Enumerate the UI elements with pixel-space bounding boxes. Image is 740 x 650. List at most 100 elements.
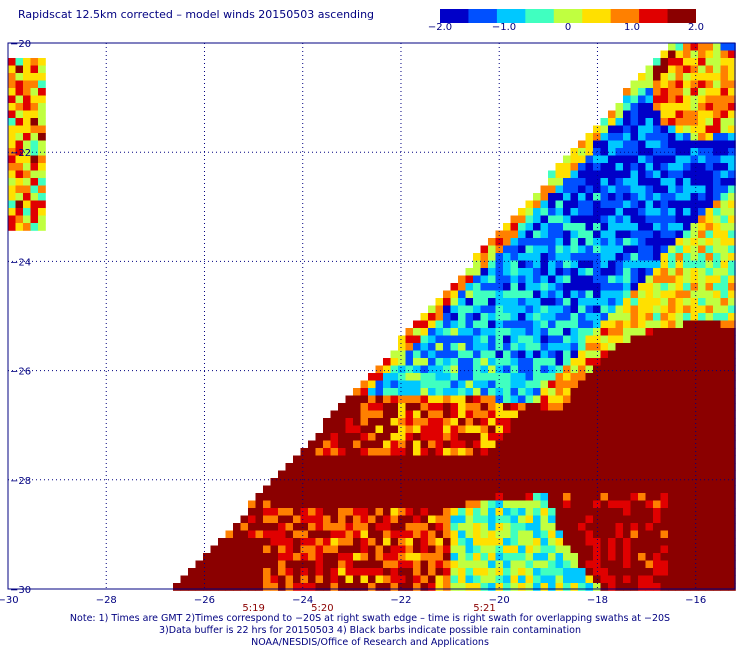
wind-cell bbox=[578, 350, 586, 359]
wind-cell bbox=[668, 433, 676, 441]
wind-cell bbox=[645, 425, 654, 434]
wind-cell bbox=[525, 358, 534, 366]
wind-cell bbox=[600, 448, 609, 456]
wind-cell bbox=[713, 500, 721, 509]
wind-cell bbox=[578, 298, 586, 306]
colorbar-segment bbox=[639, 9, 669, 23]
wind-cell bbox=[323, 583, 331, 591]
wind-cell bbox=[525, 260, 534, 269]
wind-cell bbox=[675, 43, 684, 51]
wind-cell bbox=[413, 523, 421, 531]
wind-cell bbox=[653, 223, 661, 231]
wind-cell bbox=[338, 575, 346, 584]
wind-cell bbox=[420, 545, 429, 554]
wind-cell bbox=[570, 305, 579, 314]
wind-cell bbox=[578, 365, 586, 374]
wind-cell bbox=[480, 560, 489, 569]
wind-cell bbox=[450, 500, 459, 509]
wind-cell bbox=[488, 455, 496, 464]
wind-cell bbox=[405, 395, 414, 404]
wind-cell bbox=[630, 380, 639, 389]
wind-cell bbox=[525, 418, 534, 426]
wind-cell bbox=[503, 545, 511, 554]
wind-cell bbox=[645, 448, 654, 456]
wind-cell bbox=[600, 358, 609, 366]
wind-cell bbox=[645, 170, 654, 179]
wind-cell bbox=[668, 478, 676, 486]
wind-cell bbox=[675, 103, 684, 111]
wind-cell bbox=[660, 290, 669, 299]
wind-cell bbox=[510, 380, 519, 389]
wind-cell bbox=[698, 148, 706, 156]
wind-cell bbox=[638, 328, 646, 336]
wind-cell bbox=[338, 410, 346, 419]
wind-cell bbox=[420, 335, 429, 344]
wind-cell bbox=[690, 268, 699, 276]
wind-cell bbox=[8, 103, 16, 111]
wind-cell bbox=[630, 448, 639, 456]
wind-cell bbox=[503, 388, 511, 396]
wind-cell bbox=[450, 508, 459, 516]
wind-cell bbox=[600, 215, 609, 224]
wind-cell bbox=[720, 365, 729, 374]
wind-cell bbox=[570, 515, 579, 524]
wind-cell bbox=[563, 403, 571, 411]
wind-cell bbox=[623, 313, 631, 321]
wind-cell bbox=[495, 470, 504, 479]
wind-cell bbox=[698, 380, 706, 389]
wind-cell bbox=[728, 485, 736, 494]
wind-cell bbox=[638, 133, 646, 141]
wind-cell bbox=[563, 283, 571, 291]
wind-cell bbox=[638, 583, 646, 591]
wind-cell bbox=[473, 395, 481, 404]
wind-cell bbox=[263, 538, 271, 546]
wind-cell bbox=[675, 163, 684, 171]
wind-cell bbox=[488, 575, 496, 584]
wind-cell bbox=[630, 148, 639, 156]
wind-cell bbox=[555, 493, 564, 501]
wind-cell bbox=[728, 283, 736, 291]
wind-cell bbox=[585, 283, 594, 291]
wind-cell bbox=[660, 350, 669, 359]
wind-cell bbox=[8, 223, 16, 231]
wind-cell bbox=[698, 433, 706, 441]
wind-cell bbox=[728, 343, 736, 351]
wind-cell bbox=[623, 238, 631, 246]
wind-cell bbox=[240, 538, 249, 546]
wind-cell bbox=[563, 320, 571, 329]
wind-cell bbox=[713, 95, 721, 104]
wind-cell bbox=[540, 283, 549, 291]
wind-cell bbox=[675, 290, 684, 299]
wind-cell bbox=[638, 343, 646, 351]
wind-cell bbox=[533, 313, 541, 321]
wind-cell bbox=[615, 418, 624, 426]
wind-cell bbox=[690, 538, 699, 546]
wind-cell bbox=[698, 110, 706, 119]
wind-cell bbox=[623, 470, 631, 479]
wind-cell bbox=[578, 223, 586, 231]
wind-cell bbox=[630, 365, 639, 374]
wind-cell bbox=[278, 470, 286, 479]
wind-cell bbox=[683, 260, 691, 269]
wind-cell bbox=[645, 65, 654, 74]
wind-cell bbox=[420, 538, 429, 546]
wind-cell bbox=[660, 103, 669, 111]
wind-cell bbox=[690, 208, 699, 216]
wind-cell bbox=[278, 568, 286, 576]
wind-cell bbox=[473, 290, 481, 299]
wind-cell bbox=[398, 395, 406, 404]
wind-cell bbox=[210, 553, 219, 561]
wind-cell bbox=[390, 553, 399, 561]
wind-cell bbox=[323, 455, 331, 464]
wind-cell bbox=[428, 440, 436, 449]
wind-cell bbox=[345, 560, 354, 569]
wind-cell bbox=[420, 418, 429, 426]
wind-cell bbox=[713, 350, 721, 359]
wind-cell bbox=[675, 268, 684, 276]
wind-cell bbox=[323, 478, 331, 486]
wind-cell bbox=[473, 485, 481, 494]
wind-cell bbox=[548, 410, 556, 419]
wind-cell bbox=[690, 155, 699, 164]
wind-cell bbox=[645, 148, 654, 156]
wind-cell bbox=[525, 388, 534, 396]
